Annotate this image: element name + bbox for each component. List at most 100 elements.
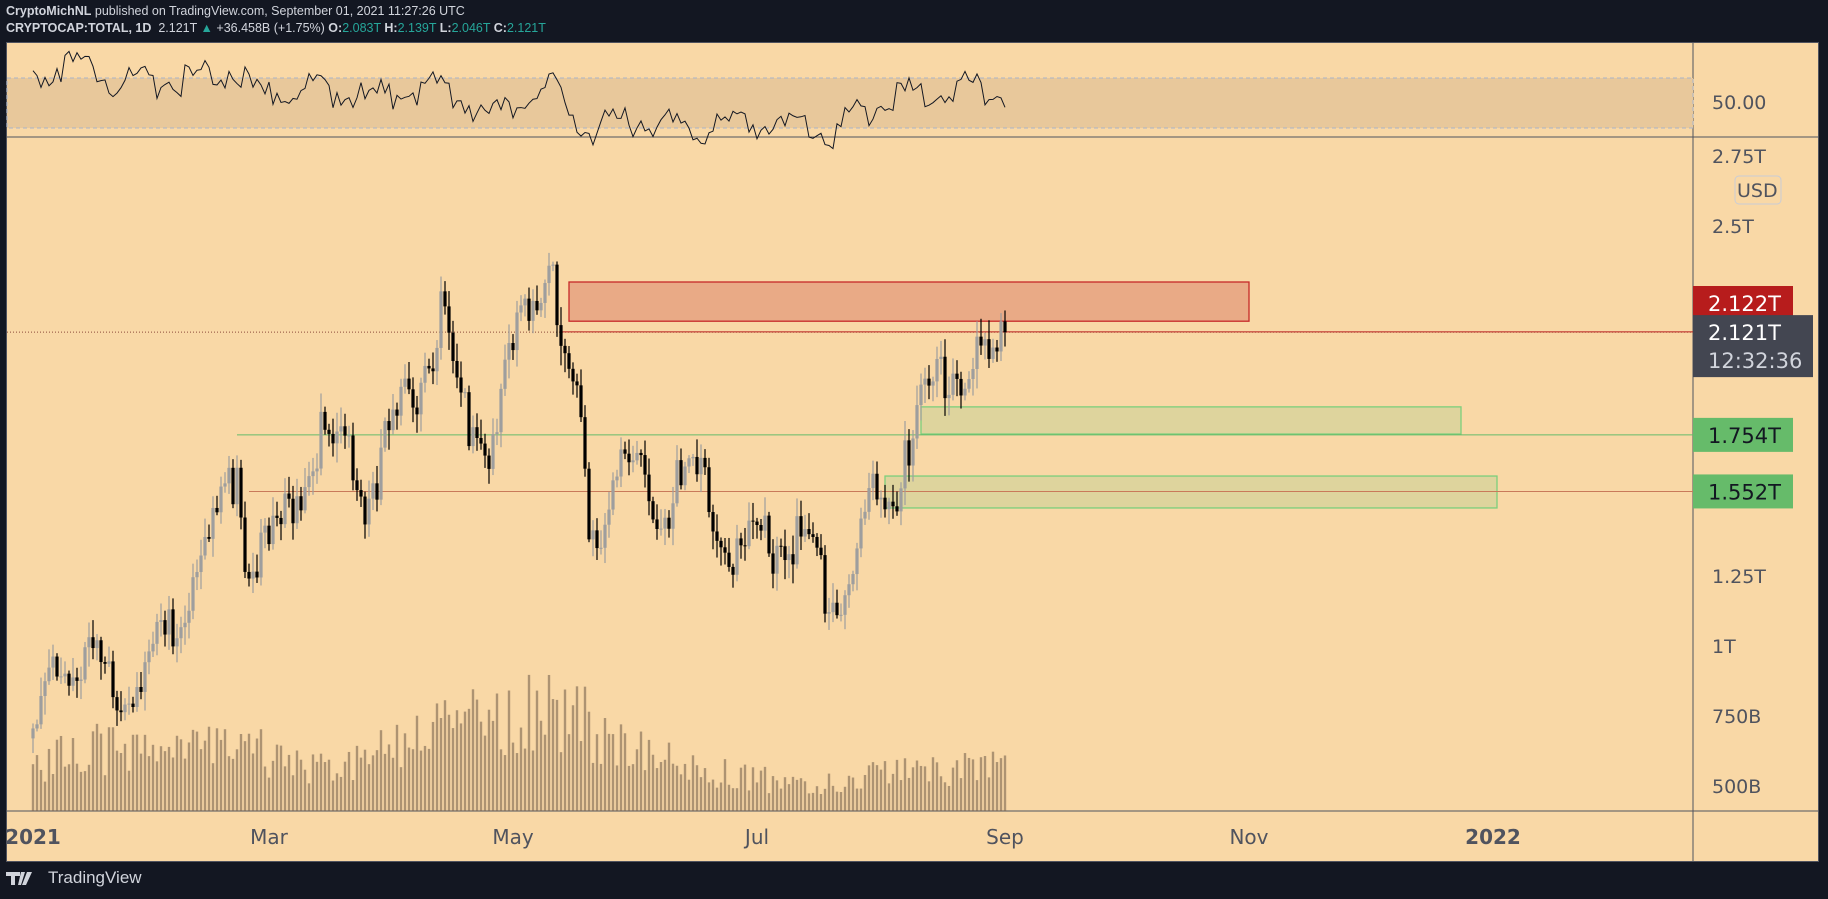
volume-bar [183, 758, 187, 811]
volume-bar [79, 771, 83, 811]
candle-body [935, 358, 939, 382]
volume-bar [411, 749, 415, 811]
volume-bar [31, 764, 35, 811]
candle-body [535, 300, 539, 311]
candle-body [939, 356, 943, 359]
volume-bar [243, 741, 247, 811]
symbol[interactable]: CRYPTOCAP:TOTAL, 1D [6, 21, 152, 35]
level-label-1754-bg [1693, 417, 1793, 452]
volume-bar [195, 731, 199, 811]
candle-body [843, 595, 847, 615]
candle-body [679, 460, 683, 486]
volume-bar [295, 750, 299, 811]
candle-body [287, 493, 291, 499]
volume-bar [503, 755, 507, 811]
volume-bar [787, 784, 791, 811]
volume-bar [879, 769, 883, 811]
candle-body [979, 336, 983, 346]
candle-body [515, 312, 519, 351]
candle-body [439, 291, 443, 348]
candle-body [795, 516, 799, 565]
volume-bar [571, 705, 575, 811]
candle-body [851, 574, 855, 585]
volume-bar [431, 721, 435, 811]
candle-body [427, 365, 431, 369]
volume-bar [539, 720, 543, 811]
volume-bar [679, 774, 683, 811]
volume-bar [575, 686, 579, 811]
candle-body [959, 378, 963, 396]
candle-body [423, 365, 427, 383]
candle-body [55, 656, 59, 677]
volume-bar [863, 774, 867, 811]
volume-bar [171, 757, 175, 811]
candle-body [663, 517, 667, 529]
currency-button[interactable] [1734, 175, 1782, 205]
candle-body [623, 449, 627, 454]
candle-body [911, 438, 915, 466]
last-price-label-bg [1693, 315, 1813, 378]
volume-bar [979, 757, 983, 811]
volume-bar [619, 724, 623, 811]
volume-bar [179, 739, 183, 811]
candle-body [523, 298, 527, 306]
candle-body [391, 409, 395, 431]
candle-body [491, 434, 495, 469]
candle-body [755, 521, 759, 526]
volume-bar [219, 739, 223, 811]
candle-body [551, 264, 555, 266]
volume-bar [819, 794, 823, 811]
volume-bar [675, 765, 679, 811]
volume-bar [919, 765, 923, 811]
candle-body [155, 621, 159, 644]
volume-bar [823, 788, 827, 811]
candle-body [963, 388, 967, 396]
candle-body [835, 602, 839, 616]
volume-bar [635, 749, 639, 811]
candle-body [35, 724, 39, 729]
volume-bar [331, 780, 335, 811]
volume-bar [547, 674, 551, 811]
volume-bar [251, 753, 255, 811]
candle-body [331, 433, 335, 444]
volume-bar [215, 728, 219, 811]
candle-body [655, 519, 659, 529]
volume-bar [939, 776, 943, 811]
candle-body [263, 525, 267, 533]
candle-body [195, 572, 199, 578]
volume-bar [95, 723, 99, 811]
candle-body [279, 517, 283, 525]
candle-body [403, 378, 407, 387]
candle-body [955, 373, 959, 379]
time-tick-label: Mar [250, 825, 289, 849]
rsi-line [32, 50, 1006, 150]
candle-body [651, 501, 655, 520]
volume-bar [535, 690, 539, 811]
volume-bar [47, 748, 51, 811]
volume-bar [967, 757, 971, 811]
volume-bar [311, 754, 315, 811]
volume-bar [455, 710, 459, 811]
candle-body [823, 555, 827, 614]
brand-name: TradingView [48, 868, 142, 887]
candle-body [819, 547, 823, 556]
candle-body [695, 456, 699, 475]
volume-bar [927, 781, 931, 811]
candle-body [375, 483, 379, 500]
low-value: 2.046T [451, 21, 491, 35]
last-price: 2.121T [158, 21, 198, 35]
candle-body [595, 530, 599, 549]
candle-body [883, 497, 887, 510]
volume-bar [731, 788, 735, 811]
candle-body [643, 455, 647, 475]
candle-body [211, 507, 215, 539]
volume-bar [955, 760, 959, 811]
candle-body [559, 325, 563, 346]
volume-bar [751, 767, 755, 811]
volume-bar [639, 731, 643, 811]
candle-body [219, 486, 223, 513]
volume-bar [831, 785, 835, 811]
volume-bar [555, 699, 559, 811]
volume-bar [167, 746, 171, 811]
